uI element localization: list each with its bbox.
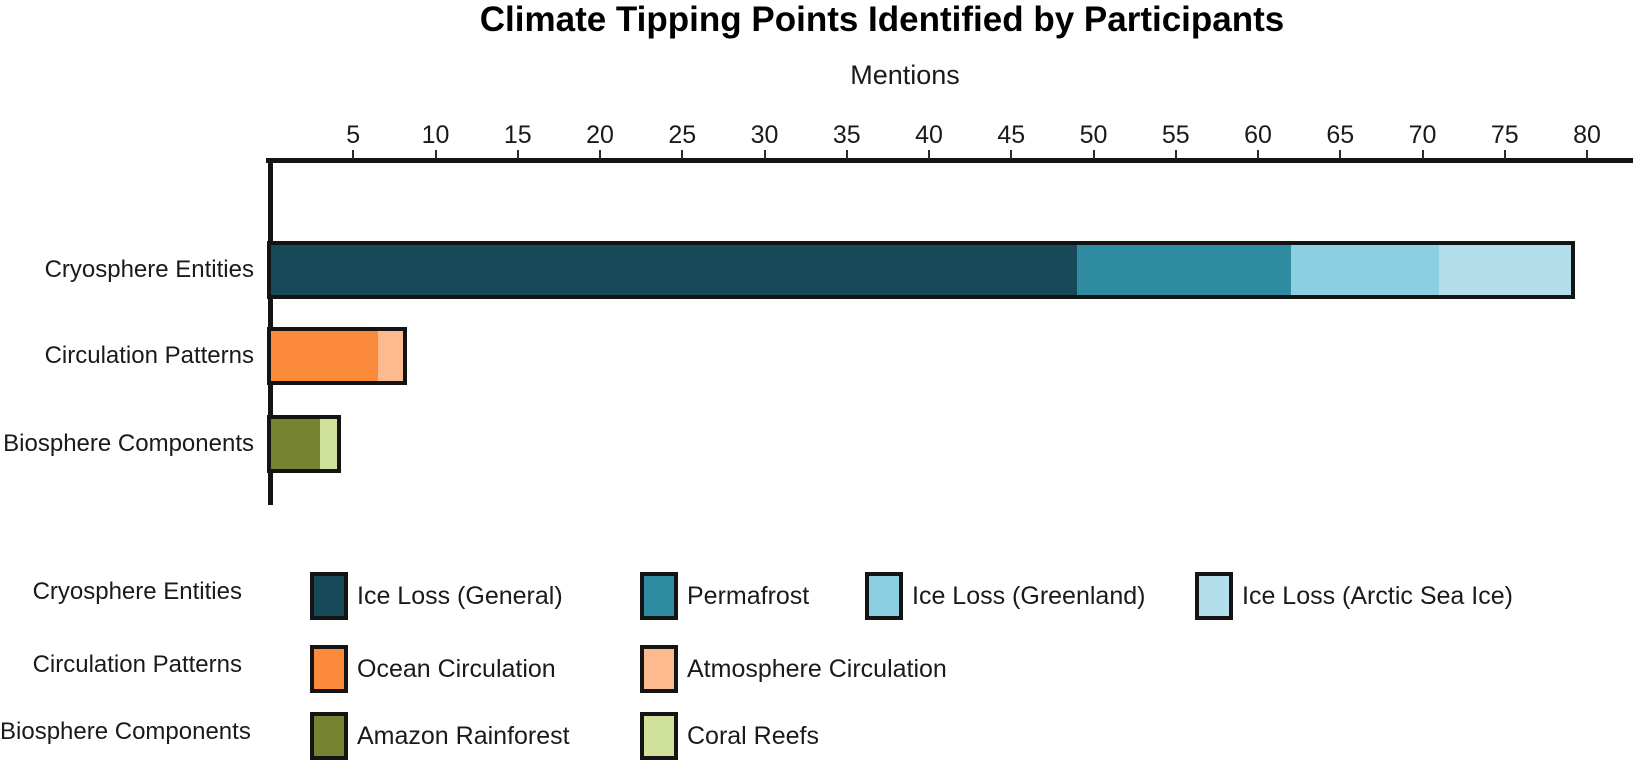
legend-swatch [865,572,903,620]
x-tick-label: 50 [1079,121,1108,149]
legend-row-label: Cryosphere Entities [32,578,242,605]
legend-swatch [310,645,348,693]
bar-segment [377,331,403,381]
bar-segment [271,331,378,381]
x-tick-mark [434,150,437,159]
y-axis-label: Cryosphere Entities [44,256,254,283]
x-tick-mark [352,150,355,159]
y-axis-label: Biosphere Components [3,430,254,457]
legend-swatch [310,572,348,620]
x-tick-label: 75 [1490,121,1519,149]
legend-item: Ice Loss (Arctic Sea Ice) [1195,572,1513,620]
legend-item: Atmosphere Circulation [640,645,947,693]
legend-item-label: Ice Loss (Arctic Sea Ice) [1242,582,1513,610]
legend-swatch [640,712,678,760]
x-tick-mark [1092,150,1095,159]
bar-row [267,241,1575,299]
bar-segment [1290,245,1439,295]
legend-item-label: Ice Loss (General) [357,582,563,610]
legend-item-label: Atmosphere Circulation [687,655,947,683]
x-tick-label: 45 [997,121,1026,149]
x-tick-label: 20 [586,121,614,149]
y-axis-label: Circulation Patterns [44,342,254,369]
legend-item-label: Permafrost [687,582,810,610]
bar-segment [1077,245,1291,295]
x-tick-label: 35 [832,121,861,149]
x-tick-mark [681,150,684,159]
legend-item-label: Ocean Circulation [357,655,556,683]
x-tick-mark [1010,150,1013,159]
x-tick-mark [928,150,930,159]
bar-segment [271,245,1078,295]
legend-item-label: Ice Loss (Greenland) [912,582,1146,610]
legend-item: Permafrost [640,572,809,620]
x-tick-label: 80 [1573,121,1601,149]
x-tick-label: 65 [1326,121,1355,149]
chart-title: Climate Tipping Points Identified by Par… [479,0,1285,39]
x-axis-title: Mentions [850,60,960,90]
legend-swatch [310,712,348,760]
legend-swatch [1195,572,1233,620]
x-tick-label: 70 [1408,121,1437,149]
legend-item-label: Coral Reefs [687,722,819,750]
bar-segment [1438,245,1571,295]
x-tick-mark [1586,150,1588,159]
x-axis-line [266,158,1633,163]
x-tick-mark [1257,150,1259,159]
legend-item: Amazon Rainforest [310,712,570,760]
legend-item: Ocean Circulation [310,645,556,693]
x-tick-label: 15 [503,121,532,149]
x-tick-mark [763,150,766,159]
x-tick-label: 5 [346,121,361,149]
x-tick-label: 40 [915,121,943,149]
bar-segment [271,419,321,469]
legend-swatch [640,572,678,620]
bar-segment [320,419,337,469]
x-tick-label: 60 [1244,121,1272,149]
legend-row-label: Biosphere Components [0,718,251,745]
legend-item: Coral Reefs [640,712,819,760]
x-tick-label: 25 [668,121,697,149]
legend-swatch [640,645,678,693]
bar-row [267,415,341,473]
x-tick-mark [845,150,848,159]
legend-row-label: Circulation Patterns [32,651,242,678]
legend-item: Ice Loss (Greenland) [865,572,1145,620]
legend-item: Ice Loss (General) [310,572,563,620]
x-tick-label: 55 [1161,121,1190,149]
x-tick-mark [1421,150,1424,159]
bar-row [267,327,407,385]
x-tick-label: 10 [421,121,450,149]
x-tick-mark [1174,150,1177,159]
x-tick-mark [1339,150,1342,159]
x-tick-mark [599,150,601,159]
legend-item-label: Amazon Rainforest [357,722,570,750]
x-tick-mark [1503,150,1506,159]
x-tick-mark [516,150,519,159]
x-tick-label: 30 [750,121,779,149]
